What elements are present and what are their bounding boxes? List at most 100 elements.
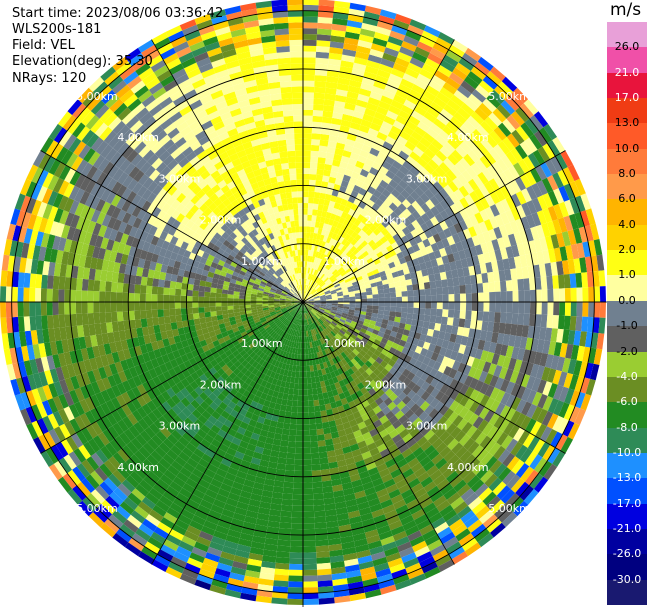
ppi-gate <box>162 438 175 450</box>
ppi-gate <box>303 569 318 576</box>
ppi-gate <box>339 345 346 352</box>
ppi-gate <box>168 561 185 574</box>
ppi-gate <box>152 483 166 496</box>
ppi-gate <box>343 294 350 298</box>
ppi-gate <box>253 338 260 345</box>
ppi-gate <box>460 102 475 116</box>
ppi-gate <box>223 503 237 513</box>
ppi-gate <box>134 284 141 294</box>
ppi-gate <box>405 363 414 372</box>
ppi-gate <box>153 348 162 359</box>
ppi-gate <box>457 230 467 242</box>
ppi-gate <box>357 382 365 390</box>
ppi-gate <box>171 394 181 405</box>
ppi-gate <box>425 350 434 359</box>
ppi-gate <box>86 456 100 471</box>
ppi-gate <box>488 228 497 241</box>
ppi-gate <box>368 323 375 330</box>
ppi-gate <box>590 363 600 381</box>
ppi-gate <box>319 351 324 358</box>
ppi-gate <box>349 293 356 298</box>
ppi-gate <box>340 351 347 359</box>
ppi-gate <box>40 450 54 467</box>
ppi-gate <box>17 287 24 302</box>
ppi-gate <box>186 498 200 510</box>
ppi-gate <box>292 494 303 501</box>
ppi-gate <box>151 302 158 310</box>
ppi-gate <box>272 408 280 416</box>
ppi-gate <box>275 320 282 326</box>
ppi-gate <box>343 487 355 496</box>
ppi-gate <box>385 424 396 434</box>
ppi-gate <box>298 313 301 320</box>
ppi-gate <box>238 356 246 364</box>
ppi-gate <box>344 37 359 46</box>
ppi-gate <box>423 25 441 38</box>
ppi-gate <box>454 302 461 311</box>
ppi-gate <box>530 421 542 436</box>
ppi-gate <box>49 341 58 356</box>
ppi-gate <box>376 131 388 142</box>
ppi-gate <box>257 292 264 296</box>
ppi-gate <box>308 300 315 302</box>
ppi-gate <box>218 275 226 281</box>
ppi-gate <box>178 451 190 463</box>
ppi-gate <box>326 347 333 354</box>
ppi-gate <box>95 392 106 406</box>
ppi-gate <box>400 285 408 292</box>
ppi-gate <box>236 413 245 422</box>
ppi-gate <box>284 313 290 318</box>
ppi-gate <box>366 271 374 277</box>
ppi-gate <box>323 329 329 335</box>
ppi-gate <box>303 301 309 302</box>
ppi-gate <box>393 207 403 217</box>
ppi-gate <box>211 579 228 589</box>
ppi-gate <box>429 368 438 378</box>
ppi-gate <box>439 323 447 333</box>
ppi-gate <box>64 302 71 315</box>
ppi-gate <box>297 348 301 355</box>
ppi-gate <box>141 392 152 404</box>
ppi-gate <box>364 236 373 244</box>
ppi-gate <box>314 284 320 290</box>
ppi-gate <box>321 284 328 290</box>
ppi-gate <box>266 317 273 323</box>
ppi-gate <box>411 393 421 404</box>
ppi-gate <box>122 348 132 360</box>
ppi-gate <box>390 297 397 302</box>
ppi-gate <box>406 260 414 268</box>
ppi-gate <box>281 363 287 370</box>
ppi-gate <box>573 258 582 274</box>
ppi-gate <box>325 319 332 324</box>
ppi-gate <box>250 293 257 298</box>
ppi-gate <box>547 302 554 316</box>
ppi-gate <box>328 315 335 320</box>
ppi-gate <box>313 306 319 310</box>
ppi-gate <box>130 510 146 524</box>
ppi-gate <box>384 306 391 312</box>
ppi-gate <box>447 411 459 423</box>
ppi-gate <box>291 298 298 301</box>
ppi-gate <box>336 256 342 263</box>
ppi-gate <box>256 440 266 449</box>
ppi-gate <box>316 278 322 284</box>
ppi-gate <box>310 376 316 384</box>
ppi-gate <box>291 299 298 302</box>
ppi-gate <box>186 295 193 302</box>
ppi-gate <box>154 262 163 272</box>
ppi-gate <box>462 327 470 338</box>
ppi-gate <box>173 365 182 375</box>
ppi-gate <box>307 324 311 331</box>
ppi-gate <box>330 276 336 282</box>
ppi-gate <box>325 270 331 276</box>
ppi-gate <box>465 310 472 320</box>
ppi-gate <box>136 395 147 407</box>
ppi-gate <box>345 499 358 508</box>
ppi-gate <box>330 431 340 439</box>
ppi-gate <box>62 473 77 489</box>
ppi-gate <box>434 370 444 381</box>
ppi-gate <box>99 463 113 478</box>
ppi-gate <box>341 285 348 290</box>
ppi-gate <box>333 227 340 235</box>
ppi-gate <box>311 353 316 360</box>
